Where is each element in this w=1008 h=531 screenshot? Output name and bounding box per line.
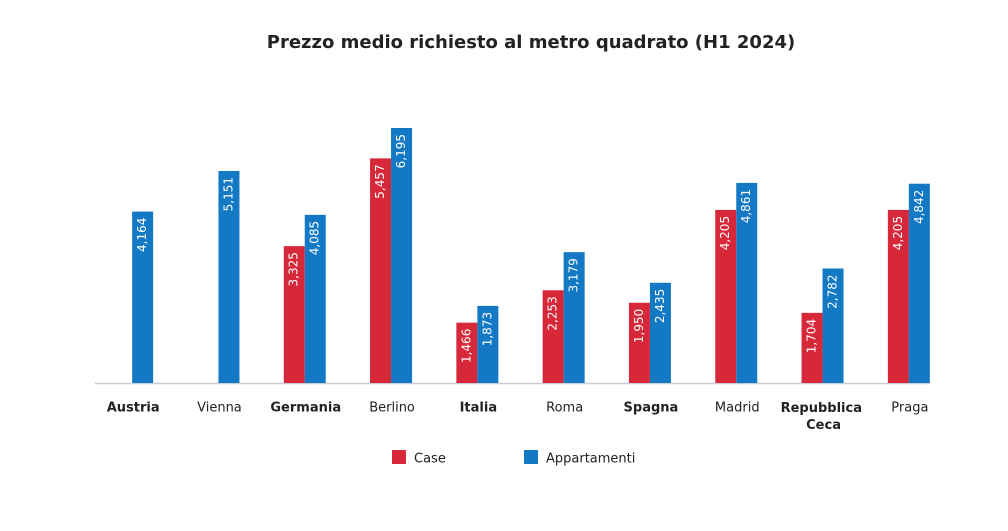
value-label: 5,457 [373, 164, 387, 198]
value-label: 5,151 [221, 177, 235, 211]
legend-label: Case [414, 452, 446, 467]
chart-title: Prezzo medio richiesto al metro quadrato… [267, 32, 795, 53]
x-tick-label: Roma [546, 401, 583, 416]
bar [563, 252, 585, 383]
x-tick-label: Italia [460, 401, 498, 416]
value-label: 4,842 [912, 190, 926, 224]
legend-swatch [392, 450, 406, 464]
bar [628, 302, 650, 383]
value-label: 3,179 [567, 258, 581, 292]
value-label: 2,435 [653, 289, 667, 323]
bar [370, 158, 392, 383]
x-tick-label: Spagna [624, 401, 679, 416]
bar [283, 246, 305, 383]
x-tick-label: Madrid [715, 401, 760, 416]
value-label: 4,164 [135, 218, 149, 252]
value-label: 2,253 [546, 296, 560, 330]
x-tick-label: Austria [107, 401, 160, 416]
bar [649, 282, 671, 383]
legend-swatch [524, 450, 538, 464]
value-label: 1,466 [459, 329, 473, 363]
x-tick-label: Praga [891, 401, 928, 416]
value-label: 3,325 [287, 252, 301, 286]
value-label: 1,950 [632, 309, 646, 343]
x-tick-label: Berlino [369, 401, 415, 416]
value-label: 6,195 [394, 134, 408, 168]
x-tick-label: Repubblica Ceca [781, 401, 867, 433]
value-label: 4,085 [308, 221, 322, 255]
value-label: 4,861 [739, 189, 753, 223]
bar [456, 322, 478, 383]
value-label: 1,704 [805, 319, 819, 353]
bar [908, 183, 930, 383]
value-label: 4,205 [718, 216, 732, 250]
bar [887, 209, 909, 383]
bar [132, 211, 154, 383]
value-label: 1,873 [480, 312, 494, 346]
bar [391, 128, 413, 383]
bar [715, 209, 737, 383]
bar [736, 182, 758, 383]
bar [218, 170, 240, 383]
bar [542, 290, 564, 383]
x-tick-label: Germania [270, 401, 341, 416]
bar [822, 268, 844, 383]
legend-label: Appartamenti [546, 452, 635, 467]
x-tick-label: Vienna [197, 401, 242, 416]
bar [304, 214, 326, 383]
bar [477, 305, 499, 383]
value-label: 4,205 [891, 216, 905, 250]
bar [801, 312, 823, 383]
value-label: 2,782 [826, 274, 840, 308]
